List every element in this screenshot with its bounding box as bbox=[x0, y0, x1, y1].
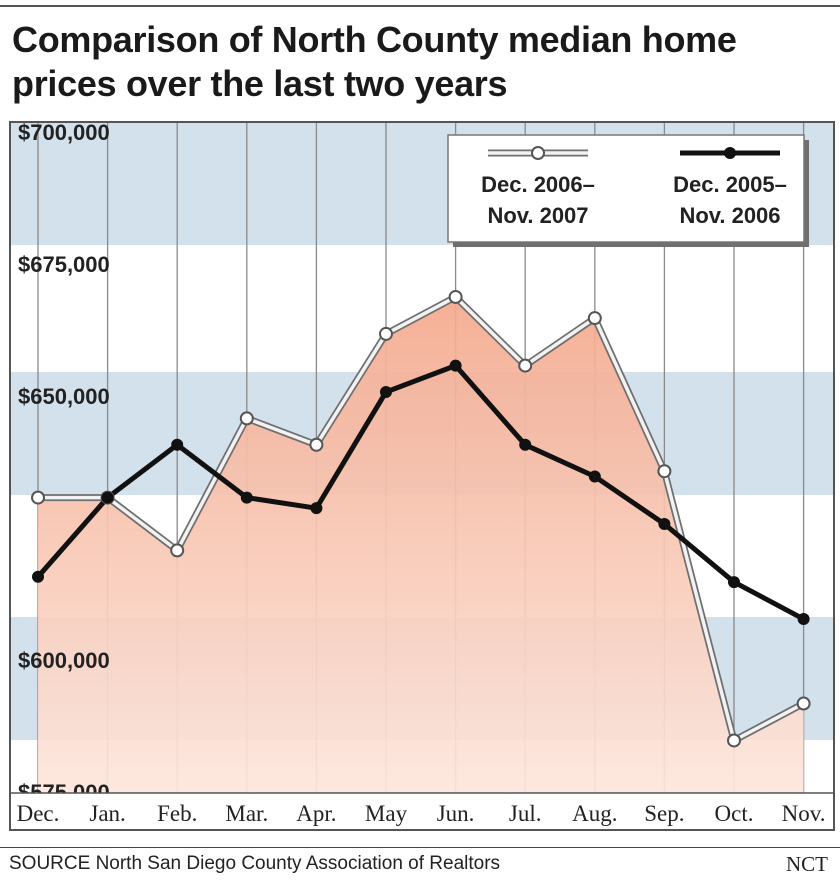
series-2-point-jul bbox=[519, 438, 532, 451]
series-2-point-dec bbox=[32, 570, 44, 583]
x-tick-label: Feb. bbox=[157, 801, 197, 826]
series-1-point-apr bbox=[309, 437, 324, 452]
y-tick-label: $600,000 bbox=[18, 648, 110, 673]
series-1-point-oct bbox=[727, 733, 741, 748]
series-1-point-sep bbox=[657, 464, 672, 479]
x-tick-label: Jul. bbox=[509, 801, 542, 826]
x-axis-strip bbox=[10, 793, 834, 830]
series-2-point-sep bbox=[658, 518, 671, 530]
x-tick-label: May bbox=[365, 801, 408, 826]
plot-frame bbox=[9, 121, 835, 831]
x-tick-label: Nov. bbox=[782, 801, 826, 826]
series-1-point-dec bbox=[31, 490, 45, 505]
series-2-point-aug bbox=[588, 470, 601, 483]
series-1-point-jul bbox=[518, 358, 533, 373]
x-tick-label: Mar. bbox=[225, 801, 268, 826]
series-2-point-apr bbox=[310, 502, 323, 515]
series-area-fill bbox=[38, 296, 804, 793]
x-tick-label: Dec. bbox=[17, 801, 60, 826]
series-2-point-feb bbox=[171, 438, 184, 451]
series-1-point-jun bbox=[448, 289, 463, 304]
y-tick-label: $650,000 bbox=[18, 384, 110, 409]
x-tick-label: Sep. bbox=[644, 801, 684, 826]
legend-marker-2 bbox=[724, 147, 736, 159]
footer-rule bbox=[0, 847, 840, 848]
series-2-point-oct bbox=[728, 576, 740, 589]
series-2-line bbox=[36, 363, 805, 622]
credit-label: NCT bbox=[786, 852, 828, 876]
y-tick-label: $675,000 bbox=[18, 252, 110, 277]
x-tick-label: Oct. bbox=[715, 801, 754, 826]
legend-label-1: Dec. 2006– bbox=[481, 172, 595, 197]
y-tick-label: $700,000 bbox=[18, 120, 110, 145]
series-1-point-feb bbox=[170, 543, 185, 558]
series-2-point-jan bbox=[101, 491, 114, 504]
series-1-point-mar bbox=[239, 411, 254, 426]
legend-marker-1 bbox=[531, 146, 545, 160]
series-1-point-may bbox=[379, 326, 393, 341]
series-2-point-jun bbox=[449, 359, 462, 372]
top-rule bbox=[0, 5, 840, 7]
source-note: SOURCE North San Diego County Associatio… bbox=[9, 853, 501, 874]
series-1-line bbox=[38, 295, 805, 743]
x-tick-label: Jan. bbox=[89, 801, 125, 826]
x-tick-label: Apr. bbox=[296, 801, 336, 826]
series-2-point-nov bbox=[797, 613, 810, 626]
legend-label-2: Dec. 2005– bbox=[673, 172, 787, 197]
series-1-point-nov bbox=[796, 696, 811, 711]
x-tick-label: Jun. bbox=[437, 801, 475, 826]
series-2-point-may bbox=[380, 386, 392, 398]
chart-title: Comparison of North County median home p… bbox=[12, 19, 737, 104]
x-tick-label: Aug. bbox=[572, 801, 617, 826]
legend-label-1: Nov. 2007 bbox=[487, 203, 588, 228]
series-1-point-aug bbox=[587, 311, 602, 326]
series-2-point-mar bbox=[240, 491, 253, 504]
legend-label-2: Nov. 2006 bbox=[679, 203, 780, 228]
